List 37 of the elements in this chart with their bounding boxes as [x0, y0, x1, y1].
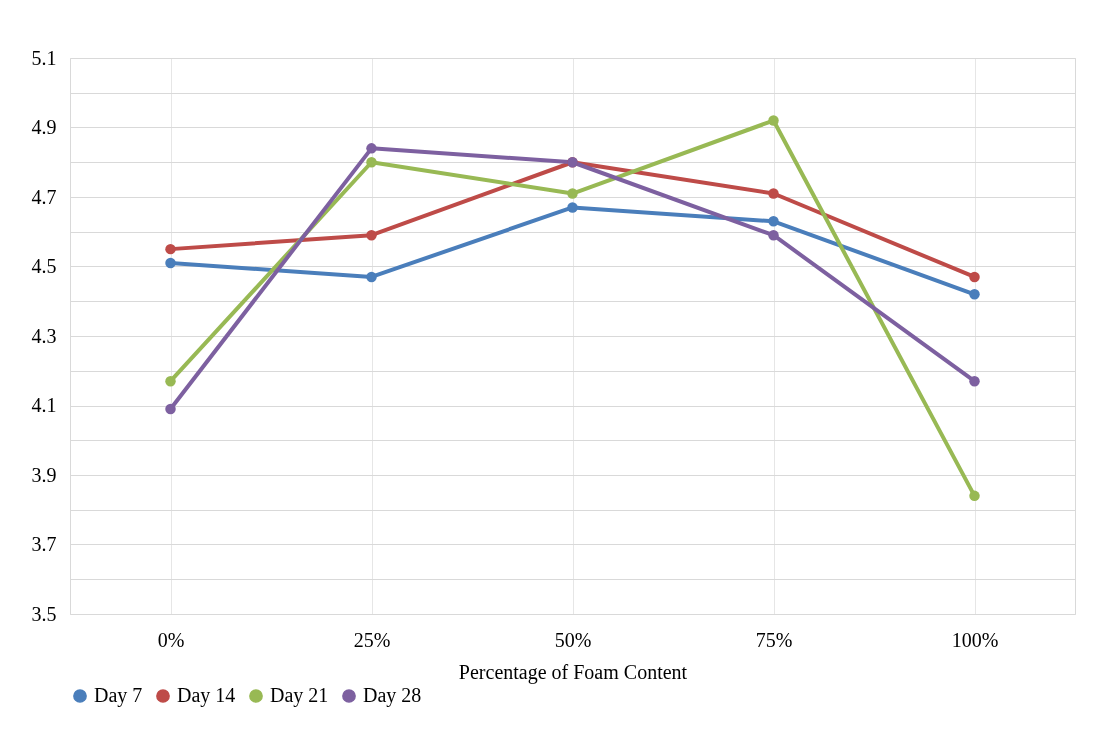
point: [165, 375, 176, 387]
x-tick-label: 75%: [755, 628, 793, 651]
point: [768, 115, 779, 126]
point: [165, 257, 176, 269]
point: [969, 490, 980, 502]
legend-label: Day 14: [177, 684, 236, 707]
point: [165, 403, 176, 415]
x-tick-label: 0%: [157, 628, 185, 651]
y-tick-label: 4.3: [31, 324, 57, 347]
y-tick-label: 5.1: [31, 46, 57, 69]
y-tick-label: 4.1: [31, 394, 57, 416]
point: [969, 271, 980, 283]
point: [969, 375, 980, 387]
point: [768, 188, 779, 199]
point: [768, 229, 779, 241]
y-tick-label: 4.7: [31, 185, 57, 208]
point: [768, 216, 779, 227]
point: [366, 229, 377, 241]
point: [567, 202, 578, 213]
x-tick-label: 25%: [353, 628, 391, 651]
x-tick-label: 50%: [554, 628, 592, 651]
x-tick-label: 100%: [951, 628, 999, 651]
legend-label: Day 21: [270, 684, 329, 707]
point: [165, 243, 176, 255]
point: [366, 157, 377, 168]
point: [366, 143, 377, 154]
x-axis-title: Percentage of Foam Content: [458, 660, 688, 684]
y-tick-label: 4.9: [31, 116, 57, 138]
point: [366, 271, 377, 283]
point: [969, 289, 980, 300]
y-tick-label: 3.5: [31, 602, 57, 625]
y-tick-label: 3.9: [31, 463, 57, 486]
point: [567, 188, 578, 199]
legend-label: Day 28: [363, 684, 422, 707]
y-tick-label: 3.7: [31, 533, 57, 555]
legend-label: Day 7: [94, 684, 143, 707]
y-tick-label: 4.5: [31, 255, 57, 277]
